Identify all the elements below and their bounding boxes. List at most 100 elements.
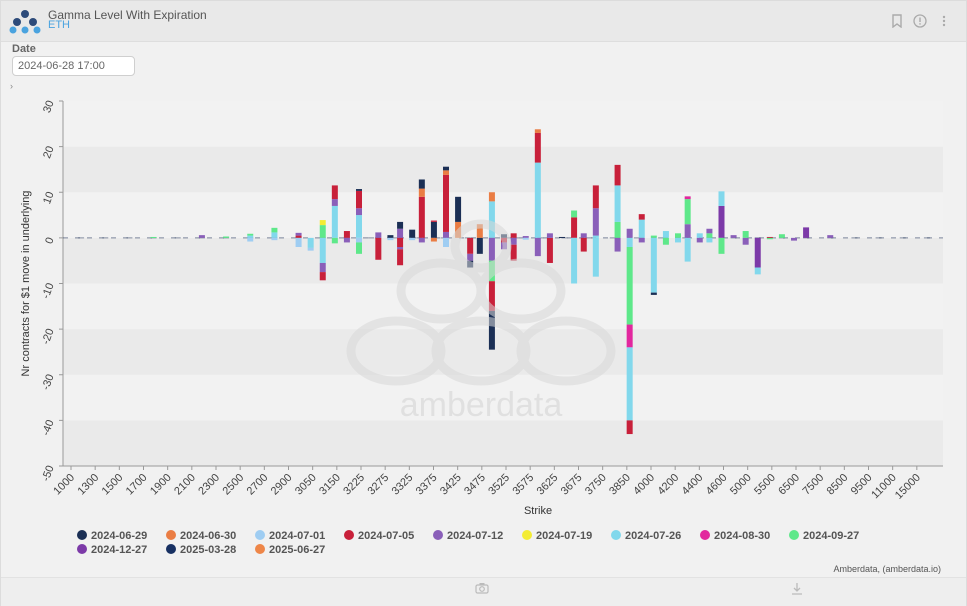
- x-tick-label: 1900: [148, 472, 174, 498]
- legend-item[interactable]: 2025-06-27: [255, 544, 325, 556]
- legend-swatch: [789, 530, 799, 540]
- x-tick-label: 4400: [680, 472, 706, 498]
- bar-segment: [592, 235, 599, 238]
- legend-item[interactable]: 2024-07-19: [522, 530, 592, 542]
- bar-segment: [356, 208, 362, 216]
- bar-segment: [476, 224, 483, 238]
- bar-segment: [443, 174, 449, 232]
- info-icon[interactable]: [913, 14, 927, 28]
- bar-segment: [331, 205, 338, 238]
- bar-segment: [455, 221, 462, 238]
- widget-subtitle: ETH: [48, 19, 70, 31]
- bar-segment: [319, 220, 326, 226]
- legend-item[interactable]: 2024-08-30: [700, 530, 770, 542]
- bar-segment: [614, 185, 621, 222]
- bar-segment: [467, 253, 474, 261]
- bar-segment: [684, 196, 691, 200]
- bar-segment: [803, 227, 810, 238]
- date-input[interactable]: [12, 56, 135, 76]
- bar-segment: [223, 236, 230, 238]
- bar-segment: [580, 237, 587, 252]
- legend-label: 2025-03-28: [180, 544, 237, 556]
- legend-item[interactable]: 2024-06-30: [166, 530, 236, 542]
- x-tick-label: 8500: [825, 472, 851, 498]
- bar-segment: [827, 235, 834, 238]
- bar-segment: [430, 237, 437, 242]
- bar-segment: [592, 208, 599, 236]
- bar-segment: [791, 237, 797, 241]
- grid-band: [63, 146, 943, 193]
- collapse-chevron-icon[interactable]: ›: [10, 81, 13, 91]
- x-tick-label: 3050: [293, 472, 319, 498]
- legend-swatch: [433, 530, 443, 540]
- bar-segment: [375, 232, 382, 238]
- legend-item[interactable]: 2025-03-28: [166, 544, 236, 556]
- x-tick-label: 4600: [704, 472, 730, 498]
- bar-segment: [580, 233, 587, 238]
- bar-segment: [662, 237, 669, 245]
- bar-segment: [488, 192, 495, 202]
- legend-item[interactable]: 2024-07-01: [255, 530, 325, 542]
- bar-segment: [501, 237, 507, 243]
- bar-segment: [455, 196, 462, 222]
- bar-segment: [488, 281, 495, 311]
- x-tick-label: 2100: [172, 472, 198, 498]
- download-icon[interactable]: [791, 582, 803, 598]
- bar-segment: [247, 237, 254, 242]
- legend-item[interactable]: 2024-07-05: [344, 530, 414, 542]
- bar-segment: [684, 237, 691, 262]
- legend-label: 2024-07-26: [625, 530, 682, 542]
- legend-label: 2024-12-27: [91, 544, 148, 556]
- bar-segment: [571, 210, 578, 218]
- legend-item[interactable]: 2024-09-27: [789, 530, 859, 542]
- x-tick-label: 5000: [728, 472, 754, 498]
- legend-item[interactable]: 2024-06-29: [77, 530, 147, 542]
- legend-label: 2024-07-05: [358, 530, 415, 542]
- x-tick-label: 3150: [317, 472, 343, 498]
- bar-segment: [684, 199, 691, 225]
- bar-segment: [742, 237, 749, 245]
- y-axis-title: Nr contracts for $1 move in underlying: [20, 191, 32, 377]
- x-tick-label: 3375: [414, 472, 440, 498]
- x-tick-label: 3325: [390, 472, 416, 498]
- more-icon[interactable]: [937, 14, 951, 28]
- y-tick-label: 20: [41, 145, 56, 161]
- bar-segment: [488, 201, 495, 238]
- y-tick-label: 10: [41, 190, 56, 206]
- bar-segment: [546, 237, 553, 263]
- bar-segment: [501, 234, 507, 238]
- camera-icon[interactable]: [475, 582, 489, 597]
- x-tick-label: 3575: [510, 472, 536, 498]
- bar-segment: [626, 324, 633, 348]
- bar-segment: [534, 132, 541, 163]
- bar-segment: [271, 227, 278, 233]
- legend-swatch: [166, 544, 176, 554]
- bar-segment: [247, 235, 254, 238]
- x-tick-label: 1000: [51, 472, 77, 498]
- bar-segment: [356, 190, 362, 209]
- bar-segment: [696, 233, 703, 238]
- grid-band: [63, 329, 943, 375]
- bar-segment: [387, 235, 394, 238]
- bar-segment: [675, 233, 681, 238]
- x-tick-label: 2900: [269, 472, 295, 498]
- legend-item[interactable]: 2024-07-12: [433, 530, 503, 542]
- bar-segment: [718, 191, 725, 206]
- y-tick-label: -20: [40, 327, 57, 346]
- legend-item[interactable]: 2024-07-26: [611, 530, 681, 542]
- bar-segment: [754, 267, 761, 275]
- y-tick-label: -10: [40, 281, 57, 300]
- bar-segment: [662, 231, 669, 238]
- legend-swatch: [700, 530, 710, 540]
- amberdata-logo-icon: [9, 10, 41, 34]
- bar-segment: [510, 233, 517, 238]
- x-tick-label: 6500: [776, 472, 802, 498]
- legend-label: 2024-06-30: [180, 530, 237, 542]
- x-tick-label: 3850: [607, 472, 633, 498]
- bookmark-icon[interactable]: [890, 14, 904, 29]
- legend-item[interactable]: 2024-12-27: [77, 544, 147, 556]
- legend-label: 2025-06-27: [269, 544, 326, 556]
- bar-segment: [467, 237, 474, 254]
- bar-segment: [571, 217, 578, 238]
- x-tick-label: 3625: [535, 472, 561, 498]
